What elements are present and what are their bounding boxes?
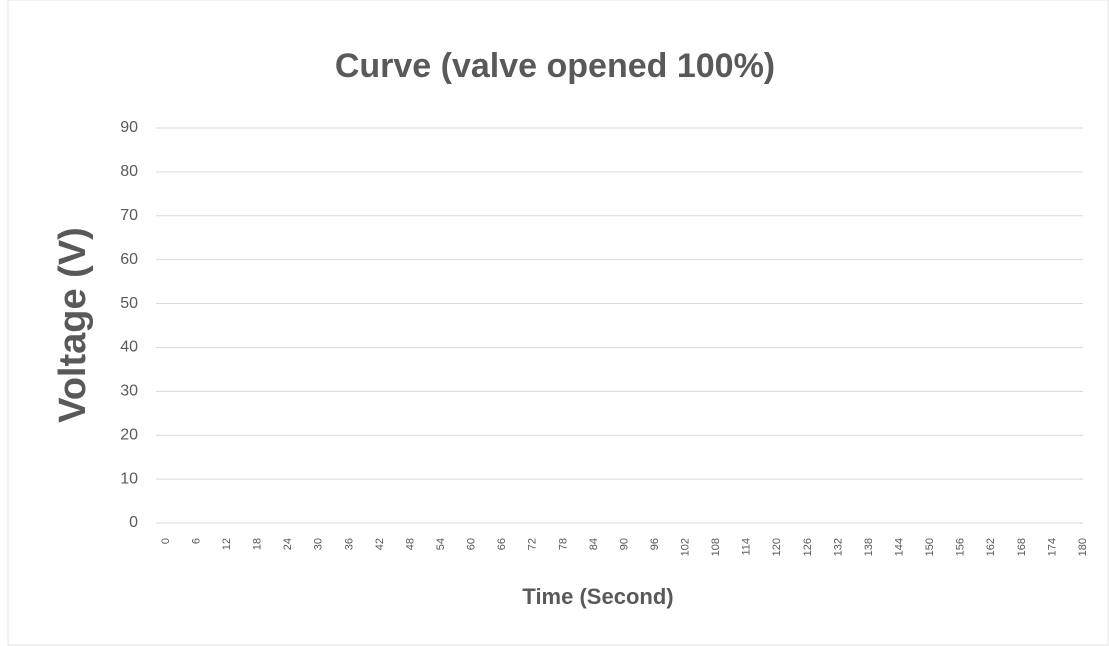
x-tick-label: 108 <box>710 538 722 556</box>
x-tick-label: 150 <box>924 538 936 556</box>
chart-border <box>7 0 1109 646</box>
x-tick-label: 96 <box>649 538 661 550</box>
x-tick-label: 144 <box>894 538 906 556</box>
x-tick-label: 168 <box>1016 538 1028 556</box>
x-tick-label: 132 <box>832 538 844 556</box>
x-tick-label: 6 <box>190 538 202 544</box>
y-tick-label: 40 <box>120 339 138 356</box>
x-tick-label: 84 <box>588 538 600 550</box>
x-tick-label: 72 <box>527 538 539 550</box>
x-tick-label: 30 <box>313 538 325 550</box>
x-tick-label: 162 <box>985 538 997 556</box>
x-tick-label: 156 <box>955 538 967 556</box>
y-tick-label: 70 <box>120 207 138 224</box>
y-tick-label: 30 <box>120 383 138 400</box>
y-tick-label: 50 <box>120 295 138 312</box>
x-tick-label: 90 <box>618 538 630 550</box>
x-tick-label: 102 <box>680 538 692 556</box>
x-tick-label: 66 <box>496 538 508 550</box>
x-tick-label: 36 <box>343 538 355 550</box>
x-tick-label: 18 <box>252 538 264 550</box>
y-tick-label: 60 <box>120 251 138 268</box>
y-tick-label: 10 <box>120 470 138 487</box>
y-axis-label: Voltage (V) <box>52 227 94 423</box>
x-tick-label: 138 <box>863 538 875 556</box>
x-tick-label: 54 <box>435 538 447 550</box>
y-tick-label: 20 <box>120 426 138 443</box>
x-tick-label: 174 <box>1046 538 1058 556</box>
x-tick-label: 120 <box>771 538 783 556</box>
y-tick-label: 0 <box>129 514 138 531</box>
x-tick-label: 114 <box>741 538 753 556</box>
x-tick-label: 126 <box>802 538 814 556</box>
x-tick-label: 48 <box>404 538 416 550</box>
x-axis-label: Time (Second) <box>522 584 673 609</box>
chart-title: Curve (valve opened 100%) <box>335 47 775 85</box>
x-tick-label: 12 <box>221 538 233 550</box>
x-tick-label: 42 <box>374 538 386 550</box>
x-tick-label: 0 <box>160 538 172 544</box>
y-tick-label: 80 <box>120 163 138 180</box>
x-tick-label: 60 <box>466 538 478 550</box>
x-tick-label: 24 <box>282 538 294 550</box>
x-tick-label: 180 <box>1077 538 1089 556</box>
y-tick-label: 90 <box>120 119 138 136</box>
x-tick-label: 78 <box>557 538 569 550</box>
